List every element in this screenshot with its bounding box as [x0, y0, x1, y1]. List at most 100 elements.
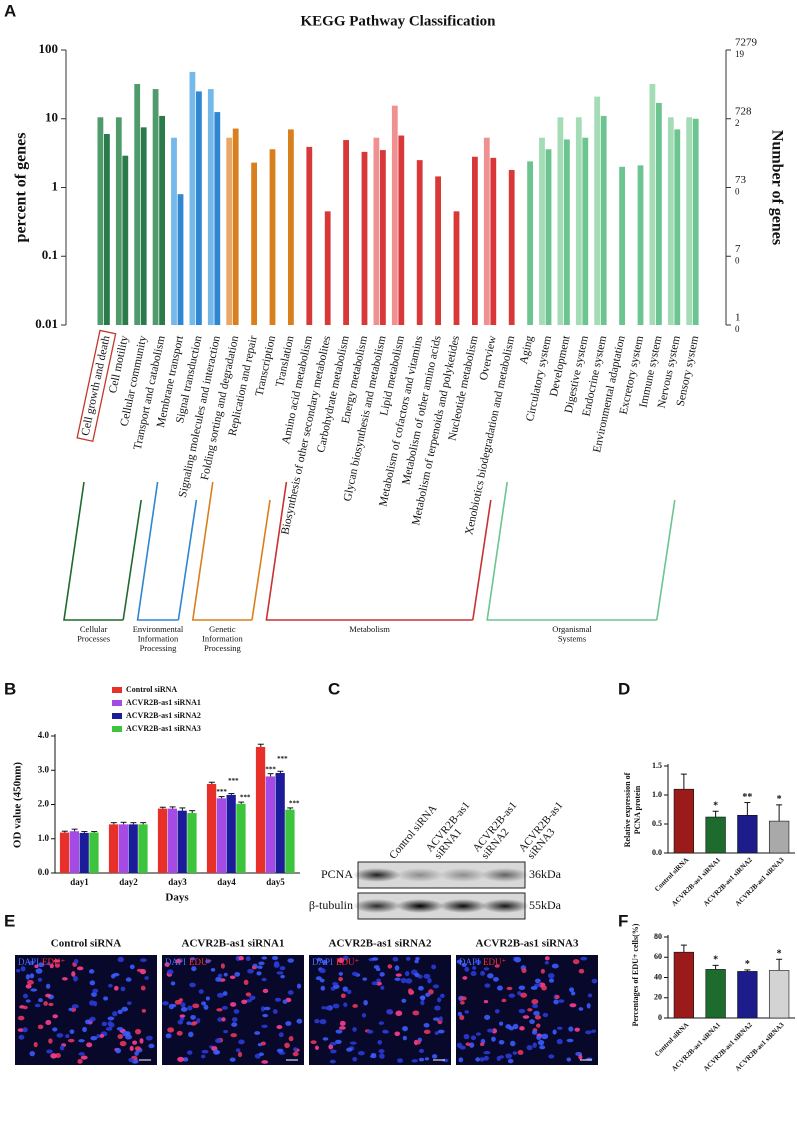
- cell: [539, 1045, 546, 1050]
- bar: [435, 176, 441, 325]
- cell: [314, 1019, 320, 1024]
- cell: [43, 1001, 48, 1006]
- cell: [508, 993, 516, 998]
- cell: [46, 962, 51, 966]
- cell: [165, 1033, 172, 1039]
- cell: [394, 977, 401, 981]
- bar: [705, 969, 726, 1019]
- bar: [275, 772, 285, 873]
- bar: [79, 832, 89, 873]
- bar: [361, 151, 368, 325]
- y-tick-label: 0.0: [652, 848, 662, 857]
- row-label: β-tubulin: [309, 898, 353, 912]
- bar: [226, 794, 236, 873]
- cell: [320, 985, 326, 991]
- cell: [352, 1027, 357, 1032]
- cell: [145, 1035, 153, 1041]
- bar: [128, 824, 138, 873]
- cell: [71, 971, 76, 977]
- significance: ***: [240, 794, 251, 802]
- cell: [533, 1010, 540, 1016]
- x-tick-label: Aging: [518, 334, 536, 365]
- cell: [18, 1034, 25, 1040]
- legend-swatch: [112, 700, 122, 706]
- x-axis-label: Days: [165, 892, 189, 904]
- cell: [470, 1035, 477, 1041]
- cell: [65, 1034, 70, 1039]
- group-label: Systems: [558, 633, 586, 643]
- cell: [532, 1042, 537, 1048]
- cell: [319, 968, 326, 974]
- bar: [171, 137, 177, 325]
- cell: [479, 1042, 485, 1047]
- y2-tick-label: 728: [735, 105, 752, 117]
- cell: [400, 977, 407, 984]
- cell: [487, 1028, 494, 1033]
- group-label: Processing: [204, 643, 242, 653]
- cell: [231, 1022, 238, 1027]
- bar: [539, 137, 545, 325]
- cell: [292, 1051, 299, 1057]
- cell: [407, 988, 413, 993]
- cell: [177, 1019, 184, 1025]
- cell: [213, 1049, 220, 1055]
- cell: [71, 1004, 79, 1009]
- cell: [551, 963, 559, 969]
- cell: [462, 976, 468, 980]
- bar: [673, 788, 695, 854]
- bar: [391, 105, 398, 325]
- cell: [483, 1055, 489, 1061]
- cell: [574, 1027, 580, 1032]
- cell: [387, 964, 393, 969]
- bar: [490, 157, 497, 325]
- cell: [342, 986, 348, 992]
- cell: [80, 1055, 88, 1060]
- cell: [349, 1041, 357, 1045]
- bar: [472, 156, 478, 325]
- cell: [380, 985, 385, 990]
- cell: [580, 956, 588, 961]
- cell: [254, 1031, 261, 1035]
- cell: [144, 976, 149, 980]
- cell: [569, 987, 575, 993]
- cell: [346, 989, 352, 995]
- cell: [273, 962, 280, 968]
- cell: [418, 1048, 425, 1053]
- cell: [537, 1039, 545, 1046]
- cell: [315, 976, 322, 981]
- legend-swatch: [112, 726, 122, 732]
- cell: [322, 1037, 329, 1041]
- cell: [216, 1008, 223, 1012]
- cell: [115, 1047, 122, 1054]
- cell: [357, 1051, 365, 1056]
- cell: [217, 973, 223, 978]
- cell: [203, 1004, 209, 1010]
- cell: [465, 1042, 471, 1046]
- cell: [251, 966, 257, 970]
- cell: [499, 1055, 504, 1059]
- group-label: Information: [202, 633, 243, 643]
- cell: [96, 1034, 101, 1039]
- cell: [319, 978, 325, 983]
- cell: [221, 1017, 226, 1022]
- cell: [280, 974, 285, 979]
- cell: [22, 1027, 28, 1033]
- y-tick-label: 0.5: [652, 819, 662, 828]
- cell: [557, 999, 565, 1003]
- cell: [339, 1020, 346, 1026]
- cell: [105, 1027, 113, 1031]
- panel-letter: D: [618, 679, 630, 698]
- group-bracket: [486, 481, 657, 621]
- cell: [49, 963, 54, 969]
- cell: [262, 988, 269, 993]
- cell: [296, 1018, 303, 1024]
- cell: [423, 1029, 431, 1034]
- cell: [483, 1000, 489, 1004]
- cell: [37, 1024, 44, 1030]
- cell: [261, 977, 267, 982]
- bar: [545, 149, 552, 325]
- cell: [88, 969, 95, 974]
- cell: [89, 980, 96, 986]
- group-bracket: [656, 499, 676, 621]
